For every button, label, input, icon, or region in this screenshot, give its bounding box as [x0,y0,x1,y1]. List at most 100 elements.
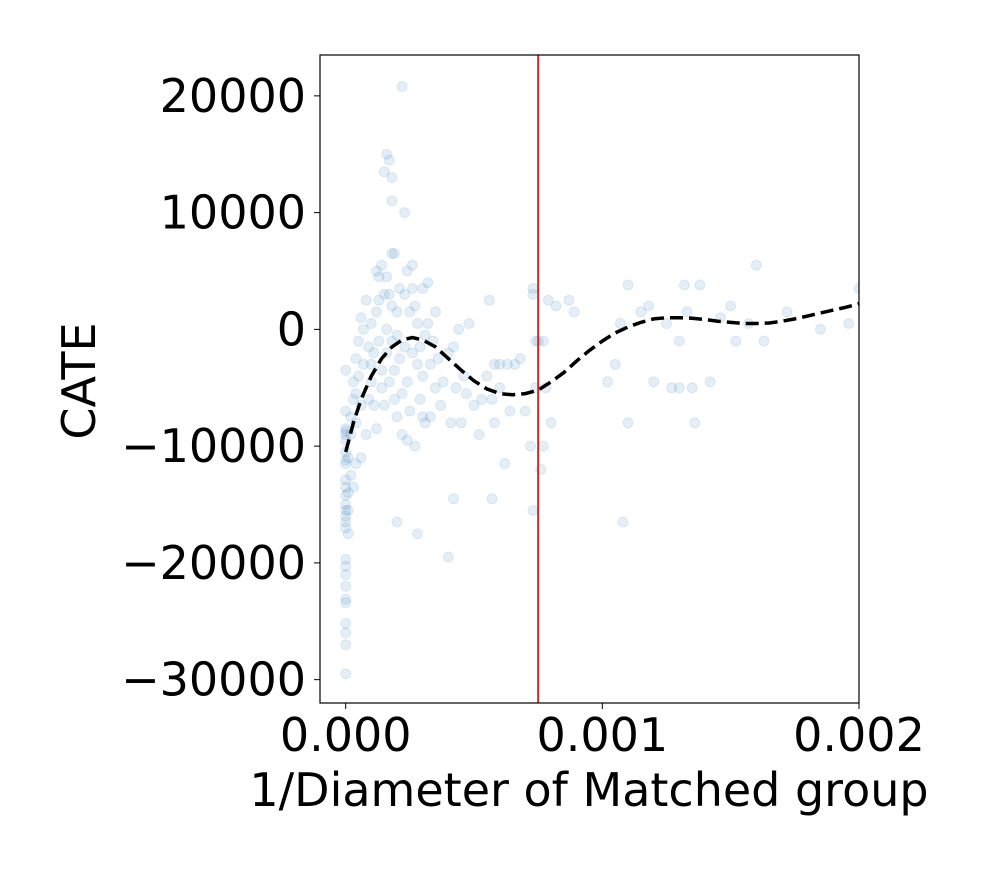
scatter-point [417,283,429,294]
scatter-point [689,417,701,429]
scatter-point [424,411,436,423]
scatter-point [363,341,375,353]
scatter-point [386,300,398,312]
scatter-point [509,358,521,370]
scatter-point [815,323,826,335]
scatter-point [455,417,467,429]
scatter-point [494,382,506,394]
scatter-point [342,487,354,499]
scatter-point [483,294,495,306]
scatter-point [414,341,426,353]
scatter-point [399,341,411,353]
scatter-point [340,364,352,376]
scatter-point [448,493,459,505]
scatter-point [568,306,580,318]
scatter-point [353,335,364,347]
scatter-point [437,376,449,388]
scatter-point [409,300,421,312]
scatter-point [358,323,370,335]
scatter-point [412,528,423,540]
scatter-point [353,370,364,382]
scatter-point [386,195,398,207]
scatter-point [342,452,354,464]
scatter-point [635,306,647,318]
scatter-point [404,306,416,318]
scatter-point [345,411,357,423]
y-tick-label: 0 [277,302,306,356]
scatter-point [686,382,698,394]
scatter-point [424,358,436,370]
scatter-point [401,376,413,388]
scatter-point [386,172,398,184]
scatter-point [435,399,447,411]
scatter-point [417,411,429,423]
y-tick-label: −10000 [121,419,306,473]
scatter-point [383,288,395,300]
scatter-point [368,347,380,359]
scatter-point [563,294,575,306]
scatter-point [340,474,352,486]
scatter-point [730,335,742,347]
scatter-point [391,411,403,423]
scatter-point [381,148,393,160]
scatter-point [614,318,626,329]
scatter-point [342,528,354,540]
scatter-point [340,458,352,470]
scatter-point [383,154,395,166]
scatter-point [371,265,382,277]
scatter-point [394,283,406,294]
scatter-point [602,376,613,388]
scatter-point [378,288,390,300]
scatter-point [391,516,403,528]
scatter-point [414,393,426,405]
scatter-point [486,493,498,505]
scatter-point [381,271,393,283]
y-tick-label: 10000 [160,186,306,240]
scatter-point [404,405,416,417]
scatter-point [412,358,423,370]
scatter-point [504,405,516,417]
scatter-point [648,376,660,388]
scatter-point [388,248,400,259]
scatter-point [391,329,403,341]
scatter-point [340,627,352,639]
scatter-point [360,429,372,440]
scatter-point [340,489,352,501]
scatter-point [527,504,539,516]
scatter-point [489,417,500,429]
scatter-point [843,318,855,329]
scatter-point [661,318,672,329]
scatter-point [391,306,403,318]
scatter-point [371,423,382,435]
scatter-point [501,358,513,370]
scatter-point [355,452,367,464]
scatter-point [463,318,475,329]
scatter-point [450,382,462,394]
scatter-point [853,283,859,294]
scatter-point [365,358,377,370]
scatter-point [545,417,557,429]
scatter-point [445,417,457,429]
scatter-point [430,382,441,394]
scatter-point [396,388,408,400]
scatter-point [673,335,685,347]
scatter-point [542,294,554,306]
scatter-point [355,312,367,324]
scatter-point [340,597,352,609]
scatter-point [537,335,549,347]
x-tick-label: 0.000 [280,708,412,762]
scatter-point [468,399,480,411]
scatter-point [432,353,444,365]
scatter-point [350,458,362,470]
scatter-point [399,207,411,219]
scatter-point [399,288,411,300]
scatter-point [412,318,423,329]
scatter-point [486,393,498,405]
scatter-point [448,341,459,353]
scatter-point [489,358,500,370]
scatter-point [340,639,352,651]
scatter-point [340,429,352,440]
scatter-point [401,434,413,446]
scatter-point [371,306,382,318]
